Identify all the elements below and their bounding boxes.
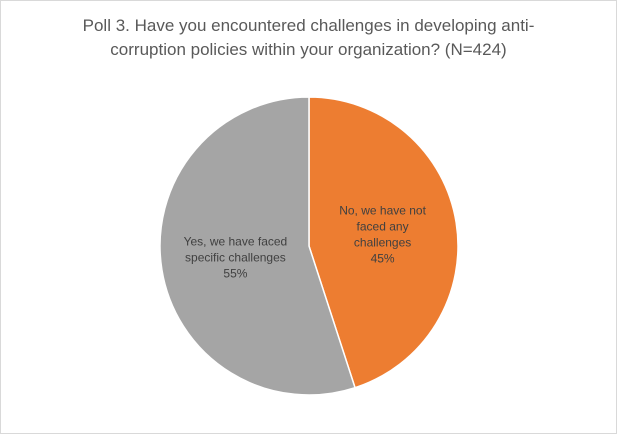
slice-category-label: faced any (357, 219, 409, 233)
slice-category-label: No, we have not (339, 203, 426, 217)
chart-title-line-1: Poll 3. Have you encountered challenges … (82, 16, 535, 35)
pie-slice-1 (308, 96, 459, 389)
pie-slice-2 (159, 96, 356, 396)
slice-percent-label: 45% (371, 251, 395, 265)
slice-category-label: challenges (354, 235, 411, 249)
pie-slice-2-label: Yes, we have faced specific challenges 55% (184, 235, 288, 281)
chart-title: Poll 3. Have you encountered challenges … (1, 14, 616, 62)
slice-category-label: Yes, we have faced (184, 235, 288, 249)
slice-category-label: specific challenges (185, 251, 286, 265)
chart-title-line-2: corruption policies within your organiza… (110, 40, 507, 59)
pie-slice-1-label: No, we have not faced any challenges 45% (339, 203, 426, 265)
slice-percent-label: 55% (223, 267, 247, 281)
